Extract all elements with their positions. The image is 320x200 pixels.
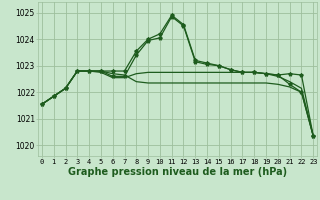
X-axis label: Graphe pression niveau de la mer (hPa): Graphe pression niveau de la mer (hPa) [68, 167, 287, 177]
